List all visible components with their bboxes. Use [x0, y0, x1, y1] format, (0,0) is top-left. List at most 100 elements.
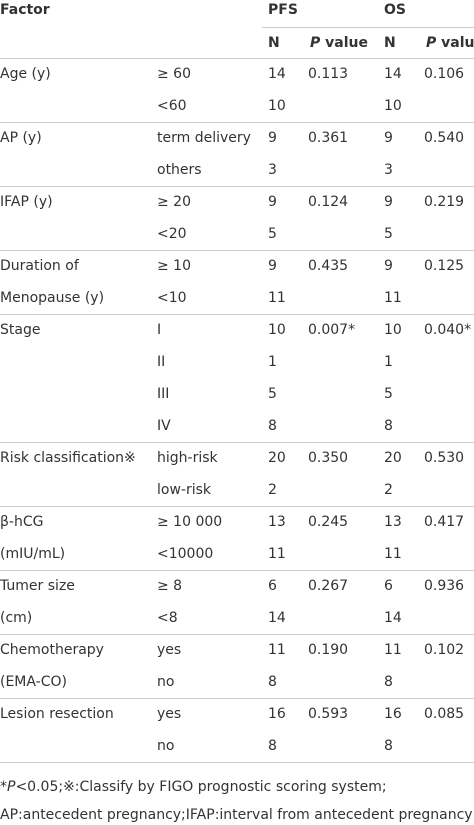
- cell: 8: [268, 738, 277, 754]
- factor-label: Lesion resection: [0, 706, 114, 722]
- header-os: OS: [384, 2, 406, 18]
- group-rule: [0, 314, 474, 315]
- cell: 0.190: [308, 642, 349, 658]
- cell: 13: [268, 514, 286, 530]
- factor-label: Chemotherapy: [0, 642, 104, 658]
- level-label: term delivery: [157, 130, 251, 146]
- header-rule: [262, 27, 474, 28]
- cell: 2: [268, 482, 277, 498]
- factor-label: (EMA-CO): [0, 674, 67, 690]
- header-p: P value: [426, 33, 474, 53]
- cell: 20: [384, 450, 402, 466]
- group-rule: [0, 698, 474, 699]
- cell: 1: [384, 354, 393, 370]
- cell: 11: [268, 546, 286, 562]
- level-label: <10: [157, 290, 187, 306]
- level-label: ≥ 10: [157, 258, 191, 274]
- cell: 3: [384, 162, 393, 178]
- cell: 11: [384, 642, 402, 658]
- level-label: II: [157, 354, 166, 370]
- cell: 11: [268, 642, 286, 658]
- cell: 9: [268, 258, 277, 274]
- level-label: I: [157, 322, 162, 338]
- cell: 0.102: [424, 642, 465, 658]
- cell: 0.113: [308, 66, 349, 82]
- cell: 10: [268, 98, 286, 114]
- group-rule: [0, 570, 474, 571]
- factor-label: (mIU/mL): [0, 546, 66, 562]
- cell: 0.007*: [308, 322, 356, 338]
- cell: 9: [384, 130, 393, 146]
- cell: 20: [268, 450, 286, 466]
- p-rest: value: [320, 35, 368, 51]
- level-label: ≥ 10 000: [157, 514, 223, 530]
- level-label: <60: [157, 98, 187, 114]
- p-italic: P: [426, 35, 437, 51]
- factor-label: AP (y): [0, 130, 42, 146]
- footnote-line: AP:antecedent pregnancy;IFAP:interval fr…: [0, 807, 473, 823]
- group-rule: [0, 506, 474, 507]
- cell: 9: [384, 258, 393, 274]
- cell: 16: [384, 706, 402, 722]
- level-label: yes: [157, 706, 182, 722]
- cell: 9: [268, 194, 277, 210]
- cell: 10: [384, 322, 402, 338]
- cell: 3: [268, 162, 277, 178]
- cell: 0.417: [424, 514, 465, 530]
- level-label: ≥ 8: [157, 578, 183, 594]
- cell: 0.125: [424, 258, 465, 274]
- footnote-p: P: [7, 779, 16, 795]
- cell: 16: [268, 706, 286, 722]
- cell: 0.040*: [424, 322, 472, 338]
- cell: 13: [384, 514, 402, 530]
- header-p: P value: [310, 33, 368, 53]
- cell: 1: [268, 354, 277, 370]
- cell: 11: [384, 546, 402, 562]
- cell: 10: [384, 98, 402, 114]
- cell: 14: [384, 610, 402, 626]
- cell: 0.540: [424, 130, 465, 146]
- cell: 9: [384, 194, 393, 210]
- footnote-line: *P<0.05;※:Classify by FIGO prognostic sc…: [0, 777, 387, 797]
- cell: 5: [384, 386, 393, 402]
- cell: 0.530: [424, 450, 465, 466]
- cell: 8: [268, 418, 277, 434]
- header-factor: Factor: [0, 2, 50, 18]
- cell: 0.219: [424, 194, 465, 210]
- cell: 11: [268, 290, 286, 306]
- factor-label: β-hCG: [0, 514, 44, 530]
- cell: 6: [384, 578, 393, 594]
- level-label: yes: [157, 642, 182, 658]
- footnote-text: <0.05;※:Classify by FIGO prognostic scor…: [15, 779, 387, 795]
- header-n: N: [384, 35, 396, 51]
- cell: 0.593: [308, 706, 349, 722]
- level-label: ≥ 60: [157, 66, 191, 82]
- level-label: <8: [157, 610, 178, 626]
- cell: 2: [384, 482, 393, 498]
- cell: 8: [384, 418, 393, 434]
- header-rule: [0, 58, 474, 59]
- cell: 5: [268, 226, 277, 242]
- factor-label: Stage: [0, 322, 41, 338]
- cell: 0.267: [308, 578, 349, 594]
- cell: 10: [268, 322, 286, 338]
- cell: 0.106: [424, 66, 465, 82]
- cell: 0.435: [308, 258, 349, 274]
- factor-label: Duration of: [0, 258, 79, 274]
- cell: 14: [384, 66, 402, 82]
- level-label: ≥ 20: [157, 194, 191, 210]
- cell: 6: [268, 578, 277, 594]
- footnote-star: *: [0, 779, 7, 795]
- level-label: low-risk: [157, 482, 212, 498]
- cell: 8: [384, 674, 393, 690]
- cell: 14: [268, 610, 286, 626]
- group-rule: [0, 122, 474, 123]
- cell: 0.245: [308, 514, 349, 530]
- level-label: III: [157, 386, 170, 402]
- factor-label: Risk classification※: [0, 450, 136, 466]
- factor-label: (cm): [0, 610, 33, 626]
- factor-label: Age (y): [0, 66, 51, 82]
- cell: 0.124: [308, 194, 349, 210]
- factor-label: Tumer size: [0, 578, 75, 594]
